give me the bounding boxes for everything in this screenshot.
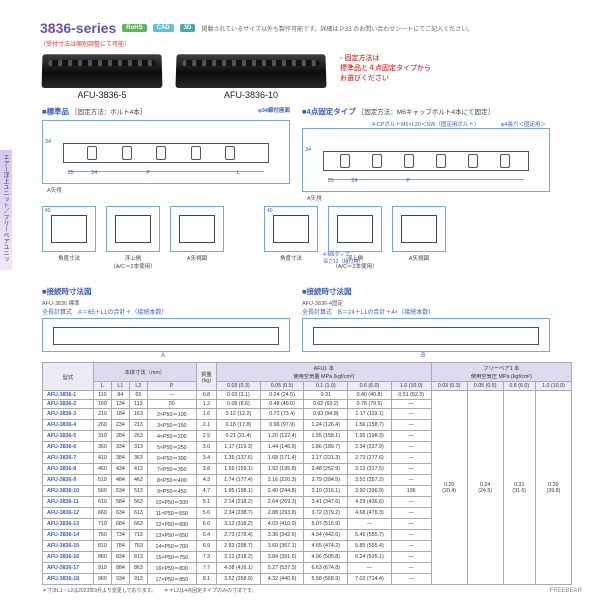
photo-label-right: AFU-3836-10 [176,90,326,100]
cad-badge: CAD [153,24,174,32]
col-weight: 質量 (kg) [196,363,216,391]
page-footer: FREEBEAR [550,588,582,594]
mini-draw-e: 4-M6タップ 深さ12（組付用） [328,206,382,252]
std-drawing-top: 34 25 24 P L [42,120,290,184]
rohs-badge: RoHS [122,24,146,32]
header-subnote: （受付寸法は個別調整にて可能） [40,39,580,48]
sidebar-category-tab: エアー浮上ユニット／フリーベアユニット [0,150,12,270]
four-drawing-top: 34 25 24 P [302,128,550,192]
photo-label-left: AFU-3836-5 [42,90,162,100]
mini-draw-b [106,206,160,252]
product-photo-left: AFU-3836-5 [42,54,162,100]
table-footnote: ＊寸法L1・L2は2023年9月より変更しております。 ＊＊L2は4点固定タイプ… [42,587,580,594]
col-fb-grp: フリーベア1 本 使用空気圧 MPa (kgf/cm²) [431,363,571,382]
mini-draw-c [170,206,224,252]
table-row: AFU-3836-11108465—0.80.03 (3.1)0.24 (24.… [43,391,572,400]
connect-draw-l: A [42,318,290,352]
spec-table: 型式 本体寸法（mm） 質量 (kg) AFU1 本 使用空気量 MPa (kg… [42,362,572,585]
mini-draw-f [392,206,446,252]
connect-sub-l: AFU-3836 標準 [42,299,290,307]
mini-draw-a: 40 [42,206,96,252]
mini-draw-d: 40 [264,206,318,252]
product-photo-right: AFU-3836-10 [176,54,326,100]
fixation-note: ◦固定方法は 標準品と４点固定タイプから お選びください [340,54,460,100]
connect-draw-r: B [302,318,550,352]
connect-formula-l: 全長計算式 A＝65＋L1の合計＋（接続本数） [42,307,290,316]
four-section-title: ■4点固定タイプ ［固定方法：M6キャップボルト4本にて固定］ [302,106,550,117]
page-header: 3836-series RoHS CAD 3D 掲載されているサイズ以外も製作可… [40,20,580,36]
connect-title-r: ■接続時寸法図 [302,286,550,297]
col-model: 型式 [43,363,94,391]
std-section-title: ■標準品 ［固定方法：ボルト4本］φ34締付座面 [42,106,290,117]
bolt-callout: 4-CPボルトM6×L20＜SW（固定用ボルト） φ4長穴＜固定用＞ [302,120,546,128]
connect-sub-r: AFU-3836-4固定 [302,299,550,307]
3d-badge: 3D [180,24,196,32]
connect-title-l: ■接続時寸法図 [42,286,290,297]
series-title: 3836-series [40,20,116,36]
spec-table-wrap: 型式 本体寸法（mm） 質量 (kg) AFU1 本 使用空気量 MPa (kg… [42,362,580,594]
connect-formula-r: 全長計算式 B＝24＋L1の合計＋4×（接続本数） [302,307,550,316]
col-afu-grp: AFU1 本 使用空気量 MPa (kgf/cm²) [217,363,432,382]
header-note: 掲載されているサイズ以外も製作可能です。詳細は P.33 のお問い合わせシートに… [201,24,473,33]
col-body-grp: 本体寸法（mm） [93,363,196,382]
